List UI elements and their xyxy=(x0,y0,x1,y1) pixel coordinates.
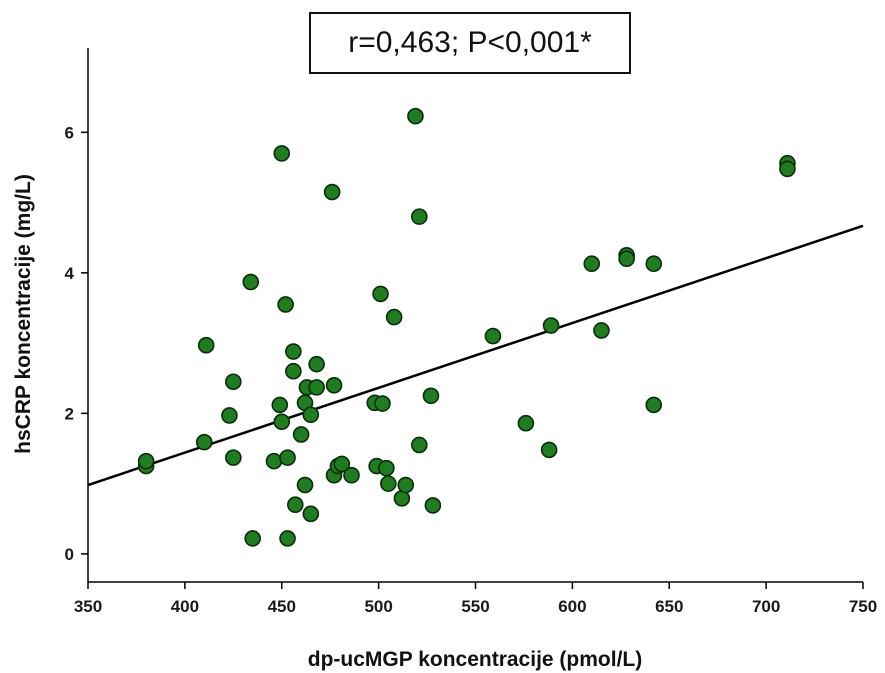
x-tick-label: 750 xyxy=(849,597,877,616)
data-point xyxy=(195,433,213,451)
data-point xyxy=(583,255,601,273)
data-point xyxy=(424,497,442,514)
data-point xyxy=(397,476,415,494)
data-point xyxy=(277,296,294,313)
data-point xyxy=(407,107,424,125)
data-point xyxy=(279,449,296,466)
data-point xyxy=(540,441,558,459)
data-point xyxy=(645,396,663,414)
data-point xyxy=(517,414,535,432)
data-point xyxy=(645,255,663,273)
data-point xyxy=(225,373,242,391)
data-point xyxy=(265,452,283,470)
data-point xyxy=(374,395,391,412)
data-point xyxy=(225,449,242,466)
data-point xyxy=(287,496,304,514)
x-tick-label: 450 xyxy=(268,597,296,616)
data-point xyxy=(593,322,610,339)
data-point xyxy=(618,250,635,268)
data-point xyxy=(285,343,302,360)
data-point xyxy=(343,466,360,484)
data-point xyxy=(411,208,428,225)
x-tick-label: 600 xyxy=(558,597,586,616)
data-point xyxy=(308,355,325,373)
x-tick-label: 550 xyxy=(461,597,489,616)
x-tick-label: 500 xyxy=(364,597,392,616)
data-point xyxy=(197,336,215,354)
data-point xyxy=(333,455,351,473)
data-point xyxy=(372,285,389,303)
data-point xyxy=(279,530,296,547)
data-point xyxy=(273,145,291,162)
data-point xyxy=(271,396,289,414)
x-tick-label: 650 xyxy=(655,597,683,616)
data-point xyxy=(325,376,343,394)
data-point xyxy=(484,327,502,345)
data-point xyxy=(244,530,261,547)
y-tick-label: 6 xyxy=(65,123,74,142)
data-point xyxy=(296,476,314,494)
data-point xyxy=(323,183,341,201)
data-point xyxy=(422,387,440,405)
data-point xyxy=(273,413,291,431)
x-tick-label: 350 xyxy=(74,597,102,616)
data-points xyxy=(137,107,796,547)
regression-line-group xyxy=(87,224,864,487)
data-point xyxy=(137,452,155,470)
y-axis-title: hsCRP koncentracije (mg/L) xyxy=(12,174,35,454)
data-point xyxy=(285,362,302,380)
correlation-annotation: r=0,463; P<0,001* xyxy=(309,12,631,74)
data-point xyxy=(242,273,260,291)
data-point xyxy=(542,317,560,334)
data-point xyxy=(221,407,238,424)
y-tick-label: 4 xyxy=(65,264,75,283)
data-point xyxy=(308,379,325,396)
x-axis-title: dp-ucMGP koncentracije (pmol/L) xyxy=(308,648,642,671)
data-point xyxy=(380,475,397,492)
data-point xyxy=(302,505,320,523)
y-tick-label: 2 xyxy=(65,404,74,423)
x-tick-label: 700 xyxy=(752,597,780,616)
axes: 350 400 450 500 550 600 650 700 750 0 2 4 6 xyxy=(65,48,877,616)
regression-line xyxy=(87,224,864,487)
data-point xyxy=(302,406,320,424)
data-point xyxy=(378,459,395,477)
y-tick-label: 0 xyxy=(65,545,74,564)
data-point xyxy=(385,308,403,326)
data-point xyxy=(779,160,796,178)
data-point xyxy=(411,436,428,454)
x-tick-label: 400 xyxy=(171,597,199,616)
data-point xyxy=(292,426,310,443)
